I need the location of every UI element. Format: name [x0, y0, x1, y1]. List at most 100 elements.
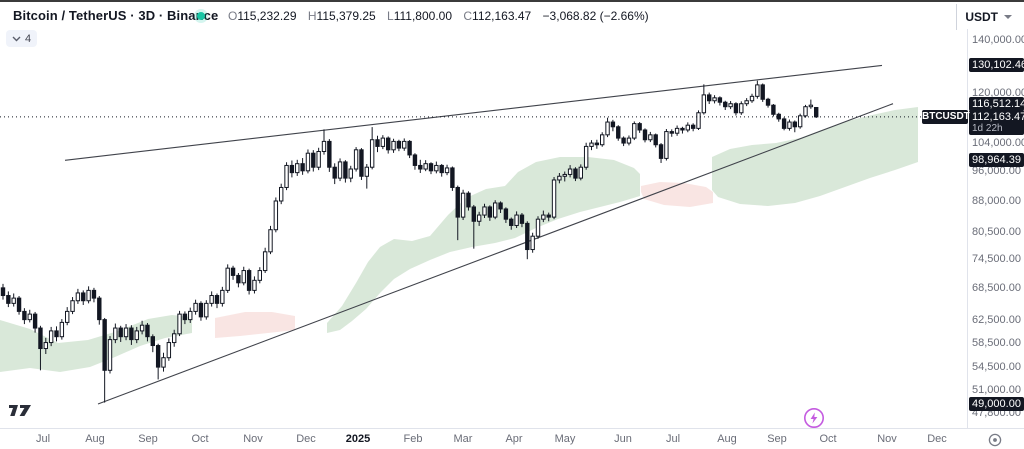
candle-body: [182, 313, 188, 321]
trendline-upper[interactable]: [64, 64, 883, 161]
candle-body: [717, 97, 723, 103]
candle-body: [455, 186, 460, 218]
candle-body: [311, 152, 316, 168]
candle-body: [32, 313, 38, 329]
price-tick: 88,000.00: [972, 194, 1021, 207]
candle-body: [102, 319, 107, 371]
candle-body: [696, 112, 701, 129]
candle-body: [97, 297, 102, 321]
candle-body: [701, 94, 707, 114]
event-marker-lightning-icon[interactable]: [803, 407, 825, 434]
time-label: Dec: [296, 433, 316, 445]
currency-selector[interactable]: USDT: [965, 7, 1012, 27]
candle-body: [396, 140, 402, 149]
candle-body: [471, 206, 477, 222]
time-label: Dec: [927, 433, 947, 445]
candle-body: [616, 126, 621, 139]
candle-body: [391, 140, 396, 151]
candle-body: [787, 121, 792, 129]
close-value: 112,163.47: [472, 9, 532, 23]
candle-body: [418, 164, 423, 170]
window-top-border: [0, 0, 1024, 2]
chevron-down-icon: [12, 36, 21, 41]
price-tick: 120,000.00: [972, 87, 1024, 100]
candle-body: [669, 131, 674, 134]
candle-body: [359, 149, 364, 177]
candle-body: [172, 333, 177, 344]
candle-body: [466, 192, 471, 208]
candle-body: [525, 222, 530, 251]
price-tick: 96,000.00: [972, 164, 1021, 177]
close-label: C: [463, 9, 473, 23]
candle-body: [482, 206, 487, 216]
time-label: Jul: [665, 433, 681, 445]
candle-body: [423, 163, 428, 170]
indicators-collapsed-chip[interactable]: 4: [6, 30, 38, 47]
header-axis-divider: [956, 4, 957, 30]
candle-body: [578, 166, 583, 179]
candle-body: [91, 289, 97, 299]
symbol-price-tag[interactable]: BTCUSDT: [922, 109, 970, 124]
chevron-down-icon: [1004, 15, 1012, 19]
candle-body: [776, 113, 781, 120]
change-value: −3,068.82 (−2.66%): [542, 9, 649, 23]
chart-canvas[interactable]: [0, 0, 967, 449]
candle-body: [375, 139, 380, 147]
candle-body: [65, 310, 70, 323]
high-value: 115,379.25: [316, 9, 376, 23]
price-level-badge: 49,000.00: [969, 397, 1024, 411]
candle-body: [279, 186, 284, 202]
candle-body: [289, 164, 295, 174]
candle-body: [749, 95, 755, 102]
candle-body: [562, 173, 567, 177]
candle-body: [0, 287, 6, 297]
candle-body: [300, 163, 305, 172]
candle-body: [765, 98, 771, 106]
time-label: Apr: [505, 433, 523, 445]
candle-body: [252, 279, 257, 291]
candle-body: [348, 168, 353, 179]
candle-body: [594, 142, 600, 146]
candle-body: [54, 330, 59, 338]
candle-body: [284, 164, 289, 188]
candle-body: [444, 167, 450, 174]
candle-body: [814, 107, 819, 118]
candle-body: [728, 103, 733, 108]
candle-body: [22, 310, 27, 321]
indicators-count: 4: [25, 32, 32, 45]
chart-header: Bitcoin / TetherUS · 3D · Binance O115,2…: [0, 2, 1024, 30]
candle-body: [43, 342, 48, 350]
candle-body: [305, 152, 311, 172]
time-axis[interactable]: Jul Aug Sep Oct Nov Dec 2025 Feb Mar Apr May Jun Jul…: [0, 428, 1024, 449]
high-label: H: [307, 9, 317, 23]
candle-body: [268, 229, 273, 253]
market-status-dot-icon: [197, 12, 205, 20]
time-axis-target-icon[interactable]: [988, 433, 1002, 449]
time-label: Feb: [403, 433, 423, 445]
low-label: L: [387, 9, 394, 23]
candle-body: [343, 161, 348, 179]
candle-body: [16, 297, 22, 312]
candle-body: [610, 121, 616, 128]
candle-body: [38, 327, 43, 350]
candle-body: [107, 339, 113, 371]
price-axis[interactable]: 140,000.00 120,000.00 104,000.00 96,000.00 8…: [967, 28, 1024, 428]
candle-body: [6, 295, 11, 304]
symbol-title[interactable]: Bitcoin / TetherUS · 3D · Binance: [13, 8, 219, 23]
candle-body: [690, 124, 696, 129]
candle-body: [535, 218, 541, 237]
tradingview-logo[interactable]: [8, 401, 34, 424]
candle-body: [797, 115, 803, 128]
candle-body: [321, 140, 327, 153]
candle-body: [621, 137, 626, 144]
candle-body: [546, 214, 551, 218]
time-label: Aug: [85, 433, 105, 445]
candle-body: [707, 94, 712, 102]
candle-body: [236, 274, 241, 284]
candle-body: [723, 101, 728, 108]
trendline-lower[interactable]: [97, 103, 894, 405]
candle-body: [139, 324, 145, 332]
candle-body: [332, 166, 337, 179]
candle-body: [257, 270, 263, 281]
